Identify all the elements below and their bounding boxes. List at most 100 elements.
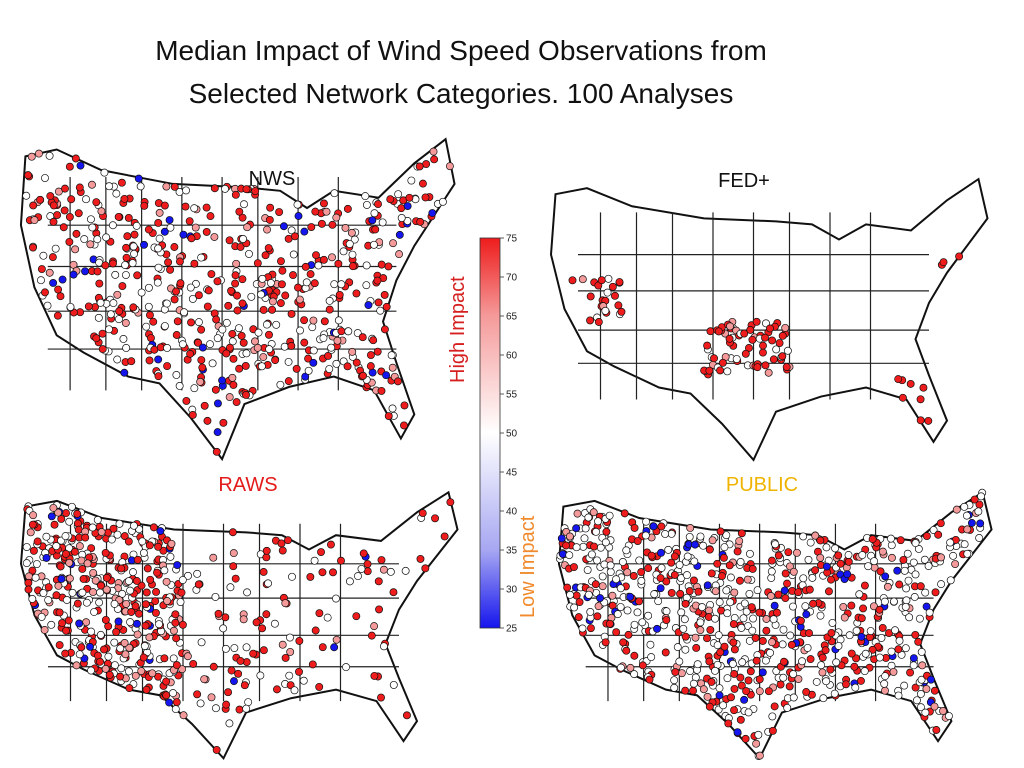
station-point <box>722 586 731 595</box>
station-point <box>212 315 221 324</box>
station-point <box>259 646 268 655</box>
station-point <box>93 235 102 244</box>
station-point <box>117 178 126 187</box>
station-point <box>211 704 220 713</box>
station-point <box>169 654 178 663</box>
station-point <box>226 583 235 592</box>
station-point <box>231 279 240 288</box>
station-point <box>677 669 686 678</box>
station-point <box>362 261 371 270</box>
station-point <box>825 587 833 596</box>
station-point <box>593 612 602 621</box>
station-point <box>57 515 66 523</box>
station-point <box>708 536 717 545</box>
station-point <box>615 278 624 287</box>
station-point <box>126 618 135 627</box>
station-point <box>720 543 729 552</box>
station-point <box>573 509 582 518</box>
station-point <box>646 640 655 649</box>
station-point <box>210 233 219 241</box>
station-point <box>221 184 229 193</box>
station-point <box>31 573 40 582</box>
station-point <box>225 393 234 402</box>
station-point <box>752 317 761 326</box>
station-point <box>120 194 129 203</box>
station-point <box>105 325 113 334</box>
station-point <box>197 253 206 262</box>
station-point <box>197 356 206 364</box>
station-point <box>670 571 679 579</box>
station-point <box>753 586 762 595</box>
station-point <box>144 225 153 234</box>
station-point <box>122 253 131 262</box>
station-point <box>198 343 207 352</box>
station-point <box>122 243 131 252</box>
station-point <box>591 580 600 589</box>
station-point <box>124 213 133 222</box>
station-point <box>84 302 93 311</box>
station-point <box>805 585 814 594</box>
station-point <box>317 548 325 557</box>
station-point <box>696 626 705 635</box>
station-point <box>816 536 825 545</box>
station-point <box>247 292 256 301</box>
station-point <box>606 561 615 570</box>
station-point <box>572 524 581 533</box>
station-point <box>711 666 719 675</box>
station-point <box>123 232 132 241</box>
station-point <box>64 616 73 625</box>
station-point <box>653 624 661 633</box>
station-point <box>300 227 309 236</box>
station-point <box>670 683 679 692</box>
station-point <box>834 551 843 560</box>
colorbar-tick-label: 30 <box>506 585 518 596</box>
us-outline <box>549 177 989 462</box>
station-point <box>736 558 745 566</box>
station-point <box>296 326 305 335</box>
station-point <box>667 529 676 538</box>
station-point <box>133 271 142 280</box>
station-point <box>596 594 604 602</box>
station-point <box>977 492 986 501</box>
station-point <box>586 316 595 325</box>
station-point <box>893 566 902 575</box>
station-point <box>212 745 221 754</box>
station-point <box>847 649 856 658</box>
station-point <box>811 531 820 540</box>
station-point <box>101 261 110 270</box>
station-point <box>895 580 904 589</box>
station-point <box>352 612 361 621</box>
station-point <box>380 291 389 299</box>
station-point <box>124 537 133 546</box>
station-point <box>264 579 273 588</box>
station-point <box>914 545 923 553</box>
station-point <box>259 305 268 314</box>
station-point <box>746 326 755 334</box>
station-point <box>257 362 266 371</box>
station-point <box>29 243 37 252</box>
station-point <box>102 233 111 242</box>
station-point <box>121 319 130 327</box>
station-point <box>44 583 53 592</box>
station-point <box>598 582 607 591</box>
station-point <box>90 608 99 616</box>
station-point <box>120 532 129 541</box>
station-point <box>62 596 71 604</box>
station-point <box>693 660 702 669</box>
station-point <box>49 503 58 512</box>
station-point <box>389 588 398 597</box>
station-point <box>572 591 581 600</box>
station-point <box>622 546 631 555</box>
station-point <box>122 343 131 352</box>
station-point <box>172 698 181 707</box>
station-point <box>190 259 199 268</box>
station-point <box>337 280 346 289</box>
station-point <box>169 689 177 698</box>
station-point <box>868 535 877 544</box>
station-point <box>386 567 395 576</box>
station-point <box>675 560 684 569</box>
station-point <box>361 192 370 201</box>
station-point <box>130 230 139 239</box>
station-point <box>182 396 191 405</box>
station-point <box>41 174 49 182</box>
